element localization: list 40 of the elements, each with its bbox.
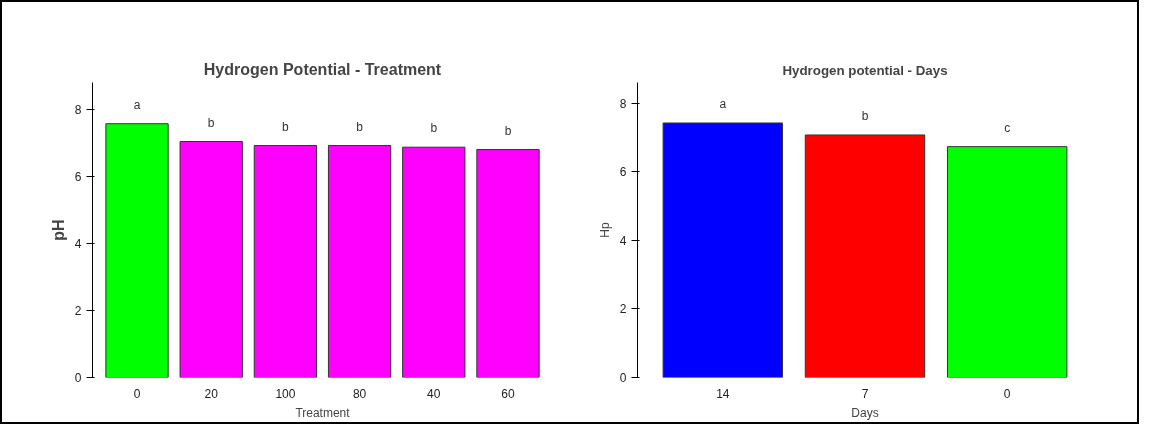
y-tick-label: 6 (619, 165, 627, 180)
annotation: c (1004, 120, 1011, 135)
y-tick-label: 2 (74, 303, 82, 318)
x-tick-label: 100 (275, 386, 296, 401)
annotation: b (861, 108, 869, 123)
x-tick-label: 40 (427, 386, 441, 401)
x-axis-title: Days (851, 405, 879, 420)
bar (179, 141, 243, 378)
y-tick-label: 0 (74, 371, 82, 385)
y-tick-label: 4 (74, 236, 82, 251)
x-tick-label: 80 (352, 386, 367, 401)
bar (253, 145, 318, 378)
annotation: b (356, 119, 364, 134)
chart-title: Hydrogen Potential - Treatment (203, 60, 442, 78)
y-axis-title: Hp (597, 222, 612, 238)
x-tick-label: 7 (861, 386, 869, 401)
y-tick-label: 8 (619, 96, 627, 111)
x-tick-label: 60 (501, 386, 515, 401)
bar (476, 149, 540, 378)
y-tick-label: 2 (619, 302, 627, 317)
bar (402, 146, 466, 378)
x-tick-label: 20 (204, 386, 219, 401)
chart-title: Hydrogen potential - Days (782, 62, 948, 78)
y-tick-label: 8 (74, 102, 82, 117)
annotation: a (719, 96, 727, 111)
bar (105, 123, 169, 378)
y-axis-title: pH (49, 219, 67, 241)
y-tick-label: 6 (74, 169, 82, 184)
annotation: b (207, 115, 215, 130)
x-tick-label: 0 (1003, 386, 1011, 401)
annotation: b (282, 119, 290, 134)
x-axis-title: Treatment (295, 405, 351, 420)
annotation: a (133, 97, 141, 112)
y-tick-label: 0 (619, 371, 627, 385)
y-tick-label: 4 (619, 233, 627, 248)
annotation: b (430, 121, 438, 136)
x-tick-label: 14 (716, 386, 730, 401)
annotation: b (504, 123, 512, 138)
bar (327, 145, 392, 378)
x-tick-label: 0 (133, 386, 141, 401)
